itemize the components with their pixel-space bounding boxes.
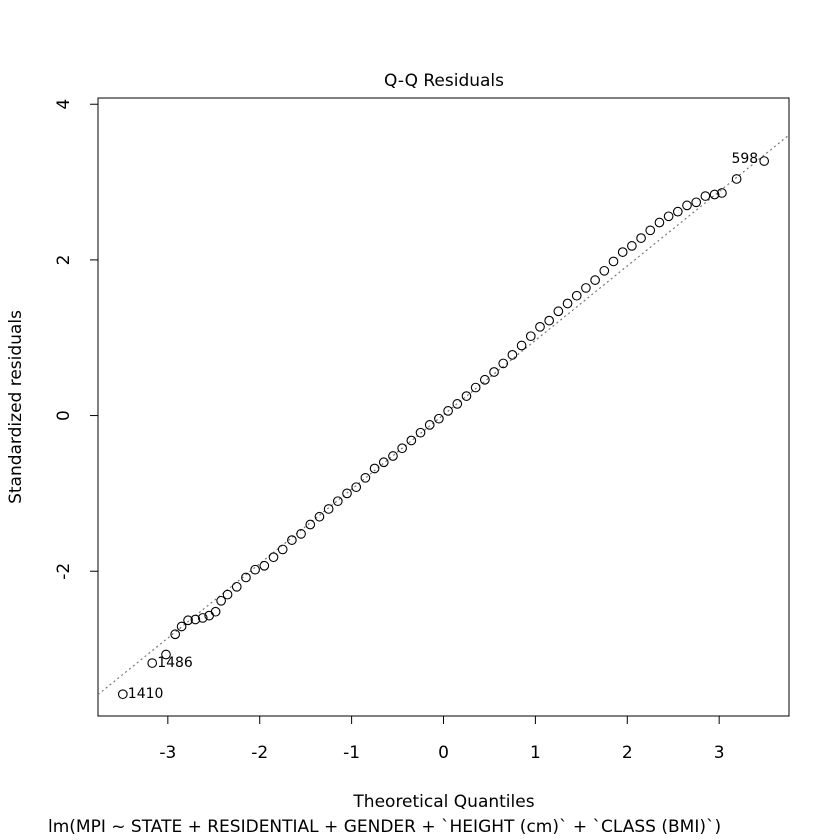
reference-line xyxy=(97,134,790,696)
point xyxy=(544,315,555,326)
point xyxy=(287,535,297,545)
x-tick-label: 2 xyxy=(622,743,633,763)
y-tick-label: 2 xyxy=(54,254,74,265)
point xyxy=(259,560,270,571)
point xyxy=(479,374,490,385)
point xyxy=(571,290,582,301)
point xyxy=(305,519,316,530)
point xyxy=(277,544,288,555)
point xyxy=(663,211,674,222)
point xyxy=(231,581,242,592)
chart-title: Q-Q Residuals xyxy=(384,71,504,91)
point xyxy=(406,435,417,446)
point xyxy=(516,340,527,351)
x-tick-label: -2 xyxy=(251,743,268,763)
point xyxy=(581,283,591,293)
plot-frame xyxy=(97,97,790,717)
point xyxy=(470,382,481,393)
point xyxy=(617,247,628,257)
point xyxy=(117,689,128,700)
point xyxy=(443,406,453,416)
point xyxy=(397,443,408,454)
point xyxy=(197,613,208,623)
point xyxy=(553,306,564,317)
point xyxy=(599,265,610,276)
point xyxy=(645,225,656,236)
point-label: 598 xyxy=(731,151,758,167)
point xyxy=(709,189,720,200)
point xyxy=(161,649,171,660)
point xyxy=(759,156,770,166)
point xyxy=(351,482,362,493)
point xyxy=(342,488,352,499)
point xyxy=(369,463,380,474)
point xyxy=(608,256,619,267)
point xyxy=(717,188,727,198)
point xyxy=(507,350,518,360)
point-label: 1410 xyxy=(128,686,164,702)
point xyxy=(170,629,181,640)
point xyxy=(332,496,343,507)
point xyxy=(210,606,221,617)
point xyxy=(434,413,444,424)
point xyxy=(590,275,600,285)
point xyxy=(190,614,201,625)
point xyxy=(489,367,499,377)
x-tick-label: 0 xyxy=(438,743,449,763)
point xyxy=(250,564,260,575)
x-tick-label: 3 xyxy=(714,743,725,763)
point xyxy=(562,298,573,309)
point xyxy=(147,658,158,668)
point xyxy=(296,529,306,539)
point xyxy=(323,504,334,514)
x-axis-label: Theoretical Quantiles xyxy=(352,792,534,812)
point xyxy=(461,391,472,401)
x-tick-label: -1 xyxy=(343,743,360,763)
point xyxy=(700,191,711,201)
y-axis-label: Standardized residuals xyxy=(6,310,26,504)
point xyxy=(216,595,226,606)
point xyxy=(535,321,545,332)
caption: lm(MPI ~ STATE + RESIDENTIAL + GENDER + … xyxy=(48,817,721,837)
y-tick-label: -2 xyxy=(54,563,74,580)
point xyxy=(424,420,435,430)
point xyxy=(654,217,665,228)
point xyxy=(378,457,389,468)
y-tick-label: 4 xyxy=(54,99,74,110)
x-tick-label: -3 xyxy=(159,743,176,763)
point xyxy=(268,552,279,563)
point xyxy=(636,233,646,243)
point xyxy=(388,451,398,461)
point xyxy=(672,206,683,217)
point xyxy=(498,358,509,369)
point xyxy=(314,511,325,522)
point xyxy=(682,200,692,211)
point xyxy=(241,572,251,583)
point xyxy=(627,241,637,251)
point xyxy=(525,331,536,342)
point xyxy=(691,197,702,208)
point xyxy=(183,615,193,626)
x-tick-label: 1 xyxy=(530,743,541,763)
point xyxy=(222,589,233,600)
point xyxy=(360,472,371,483)
y-tick-label: 0 xyxy=(54,410,74,421)
point xyxy=(176,621,187,632)
point xyxy=(731,174,742,184)
point xyxy=(452,399,463,409)
point xyxy=(415,427,426,438)
